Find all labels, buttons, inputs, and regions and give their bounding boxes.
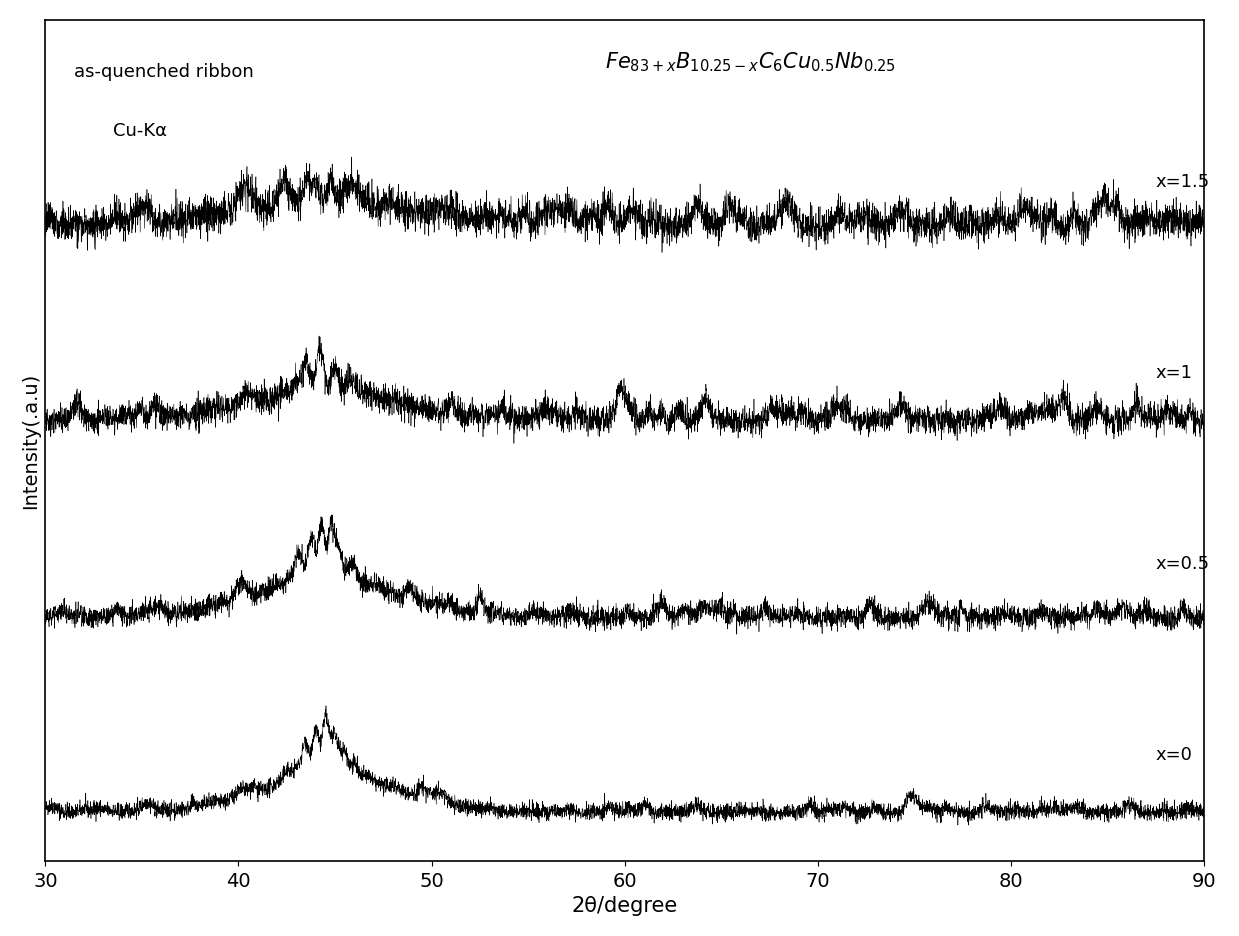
Text: x=0.5: x=0.5	[1156, 554, 1209, 572]
Text: x=0: x=0	[1156, 745, 1192, 763]
Text: x=1.5: x=1.5	[1156, 173, 1211, 191]
Text: x=1: x=1	[1156, 363, 1193, 381]
Text: as-quenched ribbon: as-quenched ribbon	[74, 63, 254, 80]
Text: $Fe_{83+x}B_{10.25-x}C_{6}Cu_{0.5}Nb_{0.25}$: $Fe_{83+x}B_{10.25-x}C_{6}Cu_{0.5}Nb_{0.…	[606, 51, 896, 74]
Text: Cu-Kα: Cu-Kα	[113, 122, 167, 140]
Y-axis label: Intensity(.a.u): Intensity(.a.u)	[21, 373, 40, 509]
X-axis label: 2θ/degree: 2θ/degree	[571, 895, 678, 915]
